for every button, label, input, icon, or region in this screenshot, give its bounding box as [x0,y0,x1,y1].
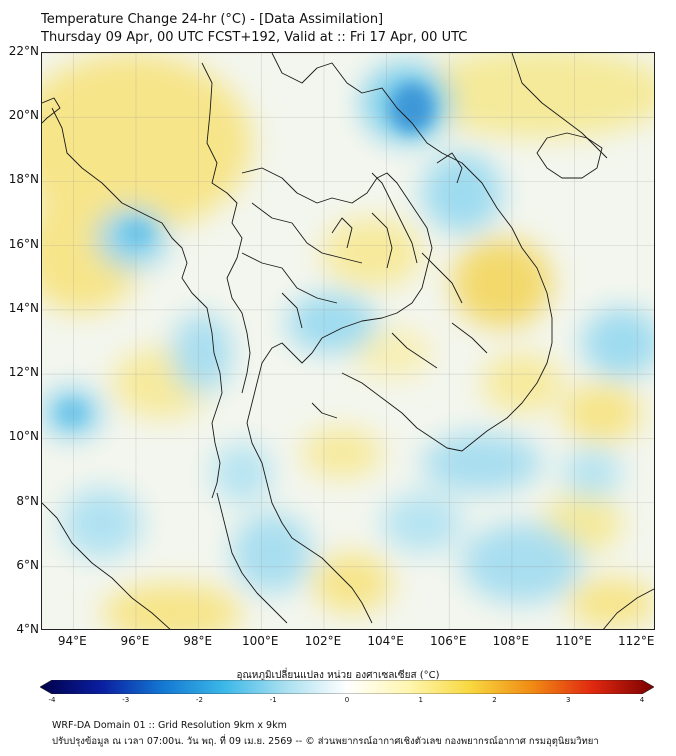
latitude-label: 20°N [8,108,39,123]
longitude-label: 94°E [57,634,87,648]
colorbar-tick-label: 1 [418,696,423,704]
temperature-field [42,53,654,629]
longitude-label: 102°E [304,634,342,648]
colorbar-tick-label: -3 [122,696,130,704]
latitude-label: 16°N [8,236,39,251]
colorbar-tick-label: -2 [196,696,203,704]
temperature-map [41,52,655,630]
colorbar-tick-label: -1 [269,696,277,704]
colorbar-title: อุณหภูมิเปลี่ยนแปลง หน่วย องศาเซลเซียส (… [236,670,440,681]
colorbar-tick-label: 4 [639,696,645,704]
longitude-label: 112°E [617,634,655,648]
longitude-label: 104°E [367,634,404,648]
latitude-label: 6°N [16,557,39,572]
latitude-label: 12°N [8,365,39,380]
graticule [42,53,654,629]
map-title: Temperature Change 24-hr (°C) - [Data As… [41,12,384,27]
colorbar-tick-label: -4 [48,696,56,704]
longitude-label: 106°E [429,634,467,648]
longitude-label: 100°E [242,634,279,648]
latitude-label: 8°N [16,493,39,508]
latitude-label: 4°N [16,622,39,636]
latitude-label: 14°N [8,300,39,315]
latitude-label: 22°N [8,44,39,58]
map-subtitle: Thursday 09 Apr, 00 UTC FCST+192, Valid … [41,30,468,45]
model-info: WRF-DA Domain 01 :: Grid Resolution 9km … [52,720,287,731]
longitude-label: 110°E [555,634,592,648]
longitude-label: 108°E [492,634,530,648]
longitude-label: 98°E [183,634,213,648]
colorbar-tick-label: 2 [492,696,497,704]
longitude-label: 96°E [120,634,150,648]
credits: ปรับปรุงข้อมูล ณ เวลา 07:00น. วัน พฤ. ที… [52,736,599,747]
latitude-label: 18°N [8,172,39,187]
colorbar-tick-label: 0 [344,696,350,704]
country-borders [42,53,654,629]
colorbar-tick-label: 3 [566,696,571,704]
latitude-label: 10°N [8,429,39,444]
colorbar [40,680,654,694]
map-canvas [42,53,654,629]
